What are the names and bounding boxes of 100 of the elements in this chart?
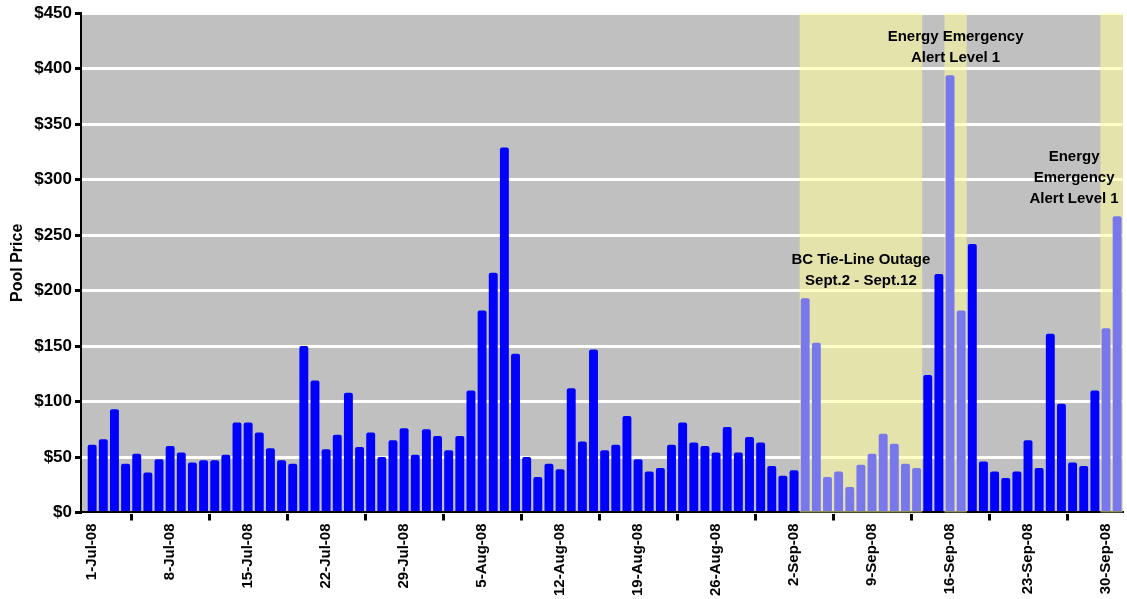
bar [1001, 478, 1011, 511]
y-tick-label: $50 [43, 446, 73, 466]
y-tick-label: $0 [53, 502, 73, 522]
y-tick-label: $450 [34, 2, 73, 22]
bar [878, 433, 888, 511]
bar [1112, 216, 1122, 511]
bar [121, 463, 131, 511]
bar [767, 465, 777, 511]
x-tick-label: 29-Jul-08 [394, 523, 412, 589]
bar [889, 443, 899, 511]
annotation: Energy Emergency Alert Level 1 [887, 26, 1025, 65]
bar [600, 450, 610, 511]
bar [644, 471, 654, 511]
x-tick-label: 16-Sep-08 [940, 523, 958, 595]
bar [1079, 465, 1089, 511]
bar [1068, 462, 1078, 511]
bar [277, 460, 287, 511]
bar [332, 434, 342, 511]
x-tick-label: 19-Aug-08 [628, 523, 646, 597]
bar [377, 457, 387, 511]
annotation: Energy Emergency Alert Level 1 [1029, 146, 1119, 206]
x-tick-label: 30-Sep-08 [1096, 523, 1114, 595]
y-tick-label: $100 [34, 391, 73, 411]
bar [1101, 328, 1111, 511]
bar [199, 460, 209, 511]
bar [321, 449, 331, 511]
bar [421, 429, 431, 511]
bar [611, 444, 621, 511]
bar [143, 472, 153, 511]
bar [522, 457, 532, 511]
x-tick-label: 5-Aug-08 [472, 523, 490, 588]
bar [1090, 390, 1100, 511]
bar [800, 298, 810, 511]
bar [733, 452, 743, 511]
bar [678, 422, 688, 511]
bar [288, 463, 298, 511]
bar [622, 415, 632, 511]
bar [967, 243, 977, 511]
y-tick-label: $250 [34, 224, 73, 244]
bar [243, 422, 253, 511]
bar [165, 445, 175, 511]
bar [856, 464, 866, 511]
bar [254, 432, 264, 511]
bar [990, 471, 1000, 511]
bar [689, 442, 699, 511]
y-tick-label: $350 [34, 113, 73, 133]
bar [232, 422, 242, 511]
bar [912, 468, 922, 511]
y-tick-label: $300 [34, 169, 73, 189]
bar [98, 439, 108, 511]
bar [756, 442, 766, 511]
bar [511, 353, 520, 511]
y-axis-title: Pool Price [8, 223, 26, 302]
bar [834, 471, 844, 511]
bar [444, 450, 454, 511]
bar [1045, 333, 1055, 511]
bar [176, 452, 186, 511]
bar [87, 444, 97, 511]
bar [722, 427, 732, 511]
bar [711, 452, 721, 511]
bar [1034, 468, 1044, 511]
bar [410, 454, 420, 511]
bar [132, 453, 142, 511]
bar [221, 454, 231, 511]
bar [187, 462, 197, 511]
bar [455, 435, 465, 511]
bar [1012, 471, 1022, 511]
bar [466, 390, 476, 511]
bar [265, 448, 275, 511]
bar [343, 392, 353, 511]
bar [823, 476, 832, 511]
bar [499, 147, 509, 511]
annotation: BC Tie-Line Outage Sept.2 - Sept.12 [791, 249, 931, 288]
bar [210, 460, 220, 511]
bar [544, 463, 554, 511]
x-tick-label: 23-Sep-08 [1018, 523, 1036, 595]
bar [978, 461, 988, 511]
x-tick-label: 1-Jul-08 [82, 523, 100, 581]
bar [778, 475, 788, 511]
x-tick-label: 2-Sep-08 [784, 523, 802, 587]
bar [488, 272, 498, 511]
bar [589, 349, 598, 511]
bar [811, 342, 821, 511]
bar [399, 428, 409, 511]
bar [700, 445, 710, 511]
bar [1023, 440, 1033, 511]
bar [477, 310, 487, 511]
bar [566, 388, 576, 511]
bar [655, 468, 665, 511]
bar [433, 435, 442, 511]
bar [633, 459, 643, 511]
bar [109, 409, 119, 511]
bar [299, 346, 309, 511]
bar [867, 453, 877, 511]
bar [355, 447, 364, 511]
bar [388, 440, 398, 511]
y-tick-label: $400 [34, 58, 73, 78]
bar [555, 469, 565, 511]
x-tick-label: 9-Sep-08 [862, 523, 880, 587]
bar [901, 463, 910, 511]
